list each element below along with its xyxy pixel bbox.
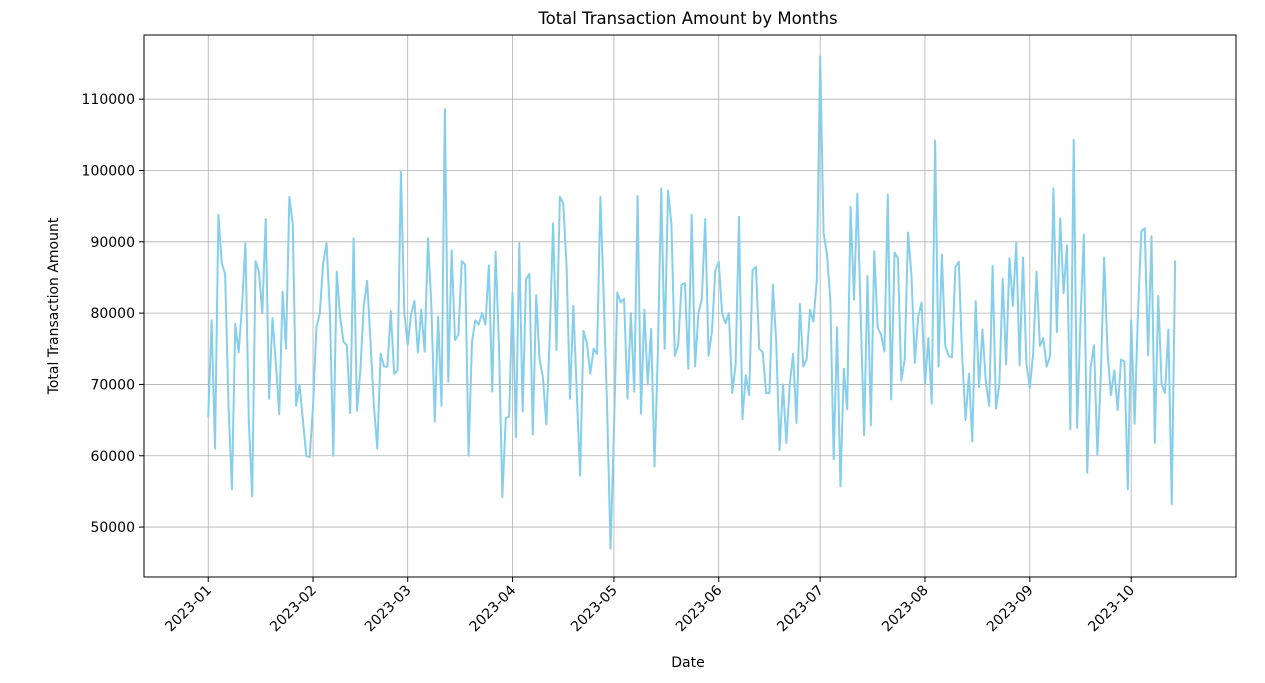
y-tick-label: 100000: [82, 164, 135, 180]
y-axis: 50000 60000 70000 80000 90000 100000 110000: [82, 92, 144, 536]
y-tick-label: 70000: [90, 377, 135, 393]
plot-frame: [143, 34, 1237, 578]
y-tick-label: 90000: [90, 235, 135, 251]
y-tick-label: 80000: [90, 306, 135, 322]
chart-title: Total Transaction Amount by Months: [537, 9, 837, 28]
x-axis-title: Date: [671, 655, 704, 671]
y-tick-label: 50000: [90, 520, 135, 536]
y-tick-label: 110000: [82, 92, 135, 108]
y-tick-label: 60000: [90, 449, 135, 465]
series-line: [207, 55, 1177, 550]
series-layer: [207, 55, 1177, 550]
y-axis-title: Total Transaction Amount: [46, 217, 62, 395]
